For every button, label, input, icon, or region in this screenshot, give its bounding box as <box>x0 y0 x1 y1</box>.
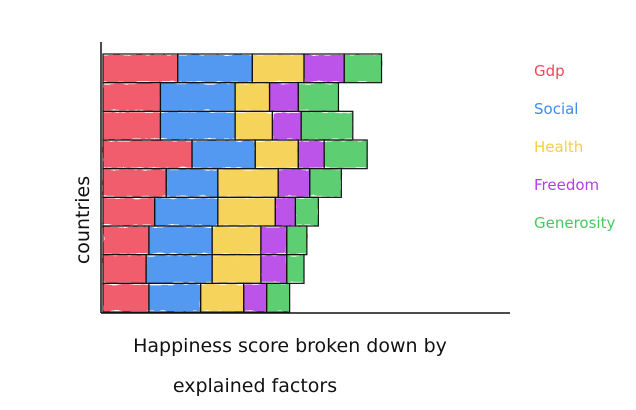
bar-outline-generosity-row-1 <box>343 53 383 84</box>
bar-segment-social-row-6 <box>154 198 218 225</box>
bar-segment-freedom-row-6 <box>275 198 296 225</box>
bar-segment-health-row-5 <box>217 169 279 197</box>
bar-segment-social-row-1 <box>177 55 253 82</box>
bar-segment-social-row-7 <box>148 227 213 254</box>
bar-segment-generosity-row-3 <box>301 112 353 139</box>
bar-outline-generosity-row-4 <box>323 139 368 170</box>
bar-segment-social-row-3 <box>160 112 236 139</box>
bar-segment-generosity-row-1 <box>344 55 382 82</box>
bar-segment-freedom-row-7 <box>260 227 287 254</box>
legend-item-health: Health <box>534 138 583 156</box>
bar-segment-gdp-row-4 <box>103 141 193 168</box>
bar-segment-gdp-row-9 <box>103 284 149 311</box>
bar-segment-gdp-row-8 <box>103 255 147 283</box>
y-axis-label: countries <box>72 176 94 264</box>
bar-outline-generosity-row-9 <box>266 282 291 313</box>
bar-segment-gdp-row-6 <box>103 198 155 225</box>
bar-segment-generosity-row-5 <box>309 169 342 197</box>
x-axis-label-line-2: explained factors <box>173 375 337 397</box>
bar-segment-health-row-6 <box>217 198 276 225</box>
bar-segment-generosity-row-9 <box>266 284 290 311</box>
bar-segment-freedom-row-5 <box>278 169 310 197</box>
bar-segment-freedom-row-8 <box>260 255 287 283</box>
bar-segment-gdp-row-3 <box>103 112 161 139</box>
bar-segment-health-row-4 <box>255 141 299 168</box>
legend-item-generosity: Generosity <box>534 214 615 232</box>
bar-segment-health-row-9 <box>200 284 244 311</box>
legend-item-social: Social <box>534 100 578 118</box>
bar-segment-social-row-9 <box>148 284 201 311</box>
bar-segment-social-row-5 <box>166 169 218 197</box>
bar-segment-freedom-row-3 <box>272 112 302 139</box>
bar-segment-health-row-7 <box>212 227 261 254</box>
bar-outline-generosity-row-5 <box>309 168 342 198</box>
bar-segment-health-row-8 <box>212 255 261 283</box>
bar-segment-generosity-row-2 <box>298 83 339 111</box>
bar-segment-health-row-2 <box>235 83 270 111</box>
legend-item-freedom: Freedom <box>534 176 599 194</box>
bar-segment-freedom-row-4 <box>298 141 325 168</box>
bar-segment-gdp-row-5 <box>103 169 167 197</box>
bar-segment-freedom-row-1 <box>304 55 345 82</box>
bar-segment-health-row-3 <box>235 112 273 139</box>
legend: Gdp Social Health Freedom Generosity <box>534 62 615 232</box>
bar-segment-social-row-8 <box>146 255 213 283</box>
bar-segment-gdp-row-7 <box>103 227 149 254</box>
bar-segment-generosity-row-4 <box>324 141 368 168</box>
bar-outline-generosity-row-8 <box>286 254 305 284</box>
bar-segment-generosity-row-8 <box>286 255 304 283</box>
bar-segment-freedom-row-2 <box>269 83 299 111</box>
bar-segment-health-row-1 <box>252 55 304 82</box>
legend-item-gdp: Gdp <box>534 62 565 80</box>
bar-segment-generosity-row-7 <box>286 227 307 254</box>
bar-segment-generosity-row-6 <box>295 198 319 225</box>
bars-group <box>103 55 382 311</box>
bar-segment-social-row-4 <box>192 141 256 168</box>
x-axis-label-line-1: Happiness score broken down by <box>133 335 447 357</box>
bar-segment-gdp-row-2 <box>103 83 161 111</box>
bar-segment-social-row-2 <box>160 83 236 111</box>
bar-segment-freedom-row-9 <box>243 284 267 311</box>
bar-outlines-group <box>102 53 383 313</box>
bar-segment-gdp-row-1 <box>103 55 178 82</box>
